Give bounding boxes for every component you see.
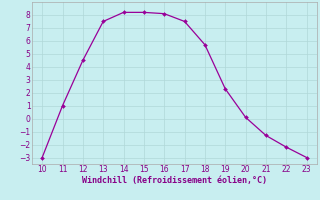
X-axis label: Windchill (Refroidissement éolien,°C): Windchill (Refroidissement éolien,°C) <box>82 176 267 185</box>
